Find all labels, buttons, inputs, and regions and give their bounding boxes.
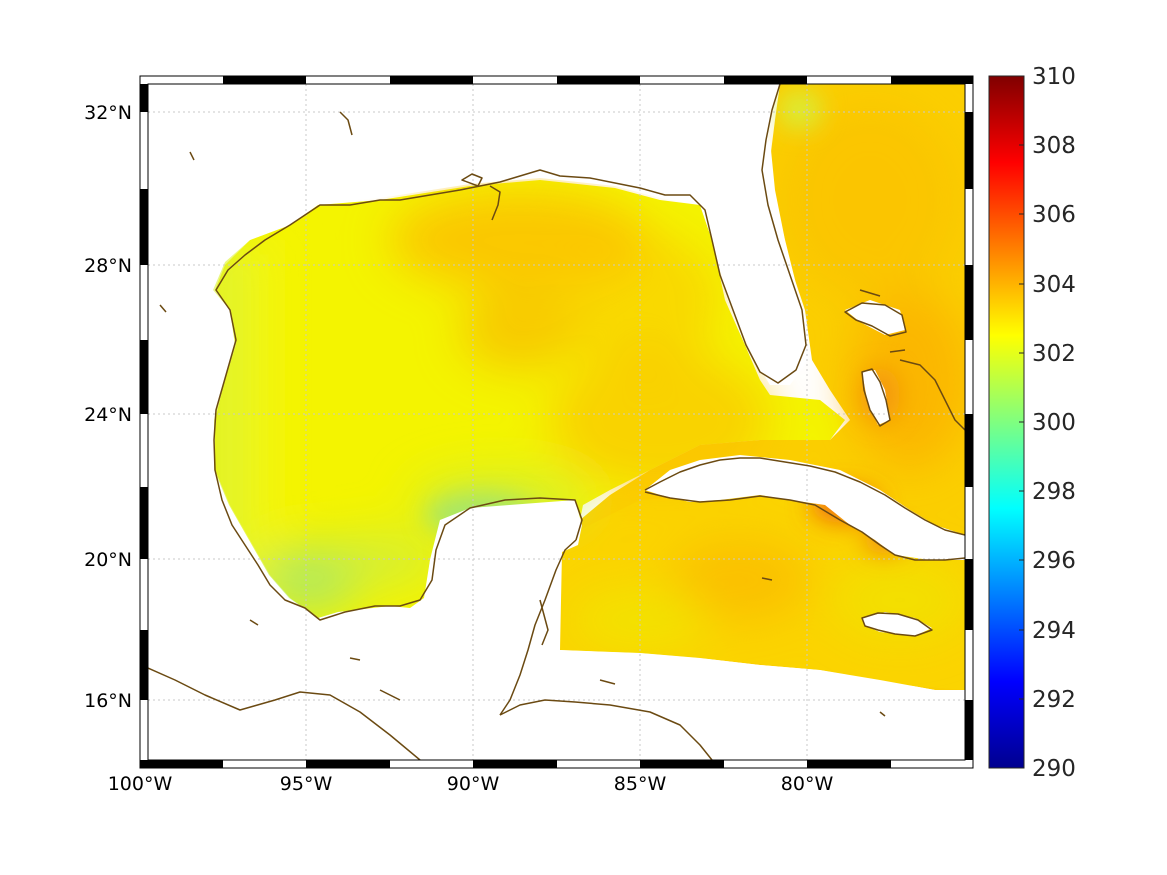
- x-tick-label: 95°W: [280, 773, 333, 795]
- colorbar-tick-label: 292: [1032, 687, 1076, 713]
- y-tick-label: 24°N: [84, 404, 132, 426]
- colorbar-tick-label: 294: [1032, 618, 1076, 644]
- colorbar-tick-label: 290: [1032, 756, 1076, 782]
- coastlines: [148, 84, 965, 760]
- colorbar-tick-label: 296: [1032, 548, 1076, 574]
- y-tick-label: 28°N: [84, 255, 132, 277]
- y-tick-label: 32°N: [84, 102, 132, 124]
- colorbar-gradient: [988, 75, 1025, 769]
- y-tick-label: 16°N: [84, 690, 132, 712]
- x-axis-labels: 100°W 95°W 90°W 85°W 80°W: [108, 773, 834, 795]
- y-axis-labels: 32°N 28°N 24°N 20°N 16°N: [84, 102, 132, 712]
- colorbar-ticks: [1019, 144, 1024, 700]
- x-tick-label: 90°W: [447, 773, 500, 795]
- x-tick-label: 85°W: [614, 773, 667, 795]
- colorbar-tick-label: 306: [1032, 202, 1076, 228]
- y-tick-label: 20°N: [84, 549, 132, 571]
- x-tick-label: 80°W: [781, 773, 834, 795]
- colorbar-tick-label: 298: [1032, 479, 1076, 505]
- colorbar-tick-label: 308: [1032, 133, 1076, 159]
- map-frame: [139, 75, 974, 769]
- sst-field: [148, 84, 965, 760]
- colorbar-tick-label: 304: [1032, 272, 1076, 298]
- colorbar-tick-label: 302: [1032, 341, 1076, 367]
- colorbar-tick-label: 310: [1032, 64, 1076, 90]
- graticule: [148, 84, 965, 760]
- colorbar: 310 308 306 304 302 300 298 296 294 292 …: [988, 64, 1076, 782]
- x-tick-label: 100°W: [108, 773, 173, 795]
- colorbar-tick-label: 300: [1032, 410, 1076, 436]
